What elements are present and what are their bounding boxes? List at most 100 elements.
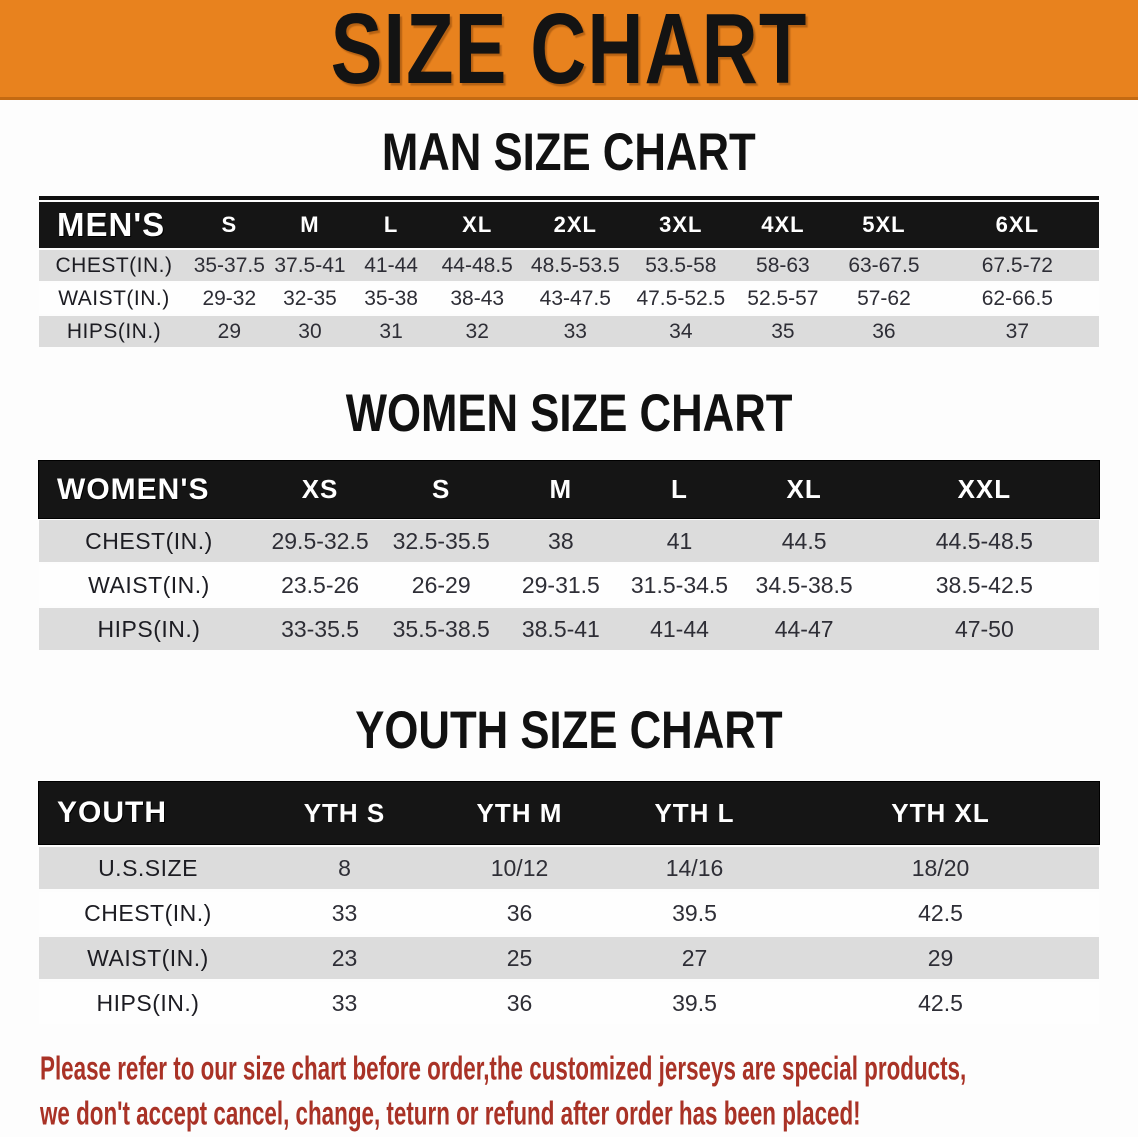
size-value-cell: 32.5-35.5 bbox=[392, 527, 490, 554]
disclaimer-line-2: we don't accept cancel, change, teturn o… bbox=[40, 1094, 861, 1132]
table-row: HIPS(IN.) 33-35.5 35.5-38.5 38.5-41 41-44 44-… bbox=[39, 608, 1099, 650]
table-row: WAIST(IN.) 23 25 27 29 bbox=[39, 937, 1099, 979]
size-value-cell: 35-37.5 bbox=[193, 253, 265, 277]
size-chart-banner: SIZE CHART bbox=[0, 0, 1138, 105]
size-value-cell: 33 bbox=[331, 989, 358, 1016]
size-value-cell: 44.5 bbox=[781, 527, 827, 554]
size-value-cell: 43-47.5 bbox=[539, 286, 611, 310]
banner-title: SIZE CHART bbox=[330, 0, 808, 105]
row-label: HIPS(IN.) bbox=[97, 615, 201, 642]
men-table-header-row: MEN'S S M L XL 2XL 3XL 4XL 5XL 6XL bbox=[39, 202, 1099, 248]
size-value-cell: 35.5-38.5 bbox=[392, 615, 490, 642]
size-value-cell: 41-44 bbox=[364, 253, 418, 277]
size-column-header: S bbox=[432, 474, 451, 504]
size-value-cell: 23 bbox=[331, 944, 358, 971]
row-label: CHEST(IN.) bbox=[55, 253, 173, 277]
size-value-cell: 67.5-72 bbox=[981, 253, 1053, 277]
row-label: WAIST(IN.) bbox=[58, 286, 170, 310]
table-row: CHEST(IN.) 33 36 39.5 42.5 bbox=[39, 892, 1099, 934]
table-row: WAIST(IN.) 23.5-26 26-29 29-31.5 31.5-34.5 34… bbox=[39, 564, 1099, 606]
size-value-cell: 35 bbox=[771, 319, 795, 343]
women-table-header-row: WOMEN'S XS S M L XL XXL bbox=[39, 461, 1099, 518]
size-column-header: 6XL bbox=[995, 212, 1040, 237]
size-column-header: 5XL bbox=[862, 212, 906, 237]
size-column-header: XS bbox=[301, 474, 339, 504]
size-value-cell: 42.5 bbox=[918, 989, 963, 1016]
size-value-cell: 33 bbox=[563, 319, 587, 343]
table-row: CHEST(IN.) 35-37.5 37.5-41 41-44 44-48.5 48.5… bbox=[39, 250, 1099, 281]
youth-size-table: YOUTH YTH S YTH M YTH L YTH XL U.S.SIZE 8 10/12… bbox=[39, 782, 1099, 1024]
row-label: CHEST(IN.) bbox=[85, 527, 213, 554]
size-value-cell: 53.5-58 bbox=[645, 253, 717, 277]
size-value-cell: 25 bbox=[506, 944, 533, 971]
youth-table-corner-label: YOUTH bbox=[57, 796, 167, 829]
size-value-cell: 42.5 bbox=[918, 899, 963, 926]
size-value-cell: 8 bbox=[338, 854, 351, 881]
size-value-cell: 35-38 bbox=[364, 286, 418, 310]
table-row: HIPS(IN.) 33 36 39.5 42.5 bbox=[39, 982, 1099, 1024]
row-label: WAIST(IN.) bbox=[88, 571, 210, 598]
size-column-header: YTH XL bbox=[891, 797, 990, 828]
size-column-header: M bbox=[549, 474, 573, 504]
size-value-cell: 36 bbox=[872, 319, 896, 343]
size-value-cell: 29-31.5 bbox=[521, 571, 600, 598]
size-value-cell: 41 bbox=[666, 527, 693, 554]
size-value-cell: 31 bbox=[379, 319, 403, 343]
size-value-cell: 57-62 bbox=[857, 286, 911, 310]
size-value-cell: 44-47 bbox=[774, 615, 834, 642]
size-column-header: YTH L bbox=[654, 797, 735, 828]
size-column-header: S bbox=[221, 212, 238, 237]
size-value-cell: 34.5-38.5 bbox=[755, 571, 853, 598]
man-section-heading-text: MAN SIZE CHART bbox=[382, 122, 756, 182]
size-value-cell: 29 bbox=[217, 319, 241, 343]
row-label: U.S.SIZE bbox=[98, 854, 198, 881]
size-column-header: YTH S bbox=[303, 797, 386, 828]
disclaimer: Please refer to our size chart before or… bbox=[40, 1046, 1138, 1136]
size-value-cell: 27 bbox=[681, 944, 708, 971]
size-value-cell: 26-29 bbox=[411, 571, 471, 598]
size-value-cell: 29.5-32.5 bbox=[271, 527, 369, 554]
size-column-header: L bbox=[383, 212, 399, 237]
size-value-cell: 31.5-34.5 bbox=[630, 571, 729, 598]
size-value-cell: 38 bbox=[548, 527, 574, 554]
size-value-cell: 38.5-41 bbox=[521, 615, 600, 642]
women-section-heading: WOMEN SIZE CHART bbox=[0, 383, 1138, 442]
size-value-cell: 33-35.5 bbox=[281, 615, 360, 642]
size-column-header: XL bbox=[462, 212, 493, 237]
size-value-cell: 62-66.5 bbox=[981, 286, 1053, 310]
youth-section-heading: YOUTH SIZE CHART bbox=[0, 700, 1138, 759]
size-value-cell: 39.5 bbox=[672, 899, 717, 926]
table-row: CHEST(IN.) 29.5-32.5 32.5-35.5 38 41 44.5 44.5… bbox=[39, 520, 1099, 562]
size-value-cell: 18/20 bbox=[911, 854, 970, 881]
size-column-header: XL bbox=[786, 474, 822, 504]
men-size-table: MEN'S S M L XL 2XL 3XL 4XL 5XL 6XL CHEST(IN.) 35-37… bbox=[39, 196, 1099, 347]
table-row: WAIST(IN.) 29-32 32-35 35-38 38-43 43-47.5 47.… bbox=[39, 283, 1099, 314]
size-column-header: L bbox=[671, 474, 688, 504]
row-label: WAIST(IN.) bbox=[87, 944, 209, 971]
row-label: HIPS(IN.) bbox=[66, 319, 162, 343]
size-value-cell: 37.5-41 bbox=[274, 253, 346, 277]
size-value-cell: 36 bbox=[506, 899, 533, 926]
size-value-cell: 10/12 bbox=[490, 854, 549, 881]
size-value-cell: 14/16 bbox=[665, 854, 724, 881]
size-column-header: M bbox=[300, 212, 320, 237]
size-column-header: 2XL bbox=[553, 212, 597, 237]
size-value-cell: 30 bbox=[298, 319, 322, 343]
size-column-header: XXL bbox=[957, 474, 1012, 504]
size-column-header: YTH M bbox=[476, 797, 563, 828]
size-value-cell: 58-63 bbox=[756, 253, 810, 277]
disclaimer-line-1: Please refer to our size chart before or… bbox=[40, 1049, 967, 1087]
size-value-cell: 44-48.5 bbox=[441, 253, 513, 277]
size-value-cell: 29 bbox=[927, 944, 954, 971]
size-value-cell: 52.5-57 bbox=[747, 286, 819, 310]
women-table-corner-label: WOMEN'S bbox=[57, 472, 210, 506]
women-size-table: WOMEN'S XS S M L XL XXL CHEST(IN.) 29.5-32.5 32.5… bbox=[39, 461, 1099, 650]
size-value-cell: 38.5-42.5 bbox=[935, 571, 1033, 598]
size-value-cell: 38-43 bbox=[450, 286, 505, 310]
youth-section-heading-text: YOUTH SIZE CHART bbox=[355, 700, 783, 760]
size-column-header: 3XL bbox=[659, 212, 703, 237]
size-value-cell: 36 bbox=[506, 989, 533, 1016]
size-value-cell: 34 bbox=[669, 319, 693, 343]
size-value-cell: 48.5-53.5 bbox=[530, 253, 620, 277]
size-value-cell: 44.5-48.5 bbox=[935, 527, 1033, 554]
